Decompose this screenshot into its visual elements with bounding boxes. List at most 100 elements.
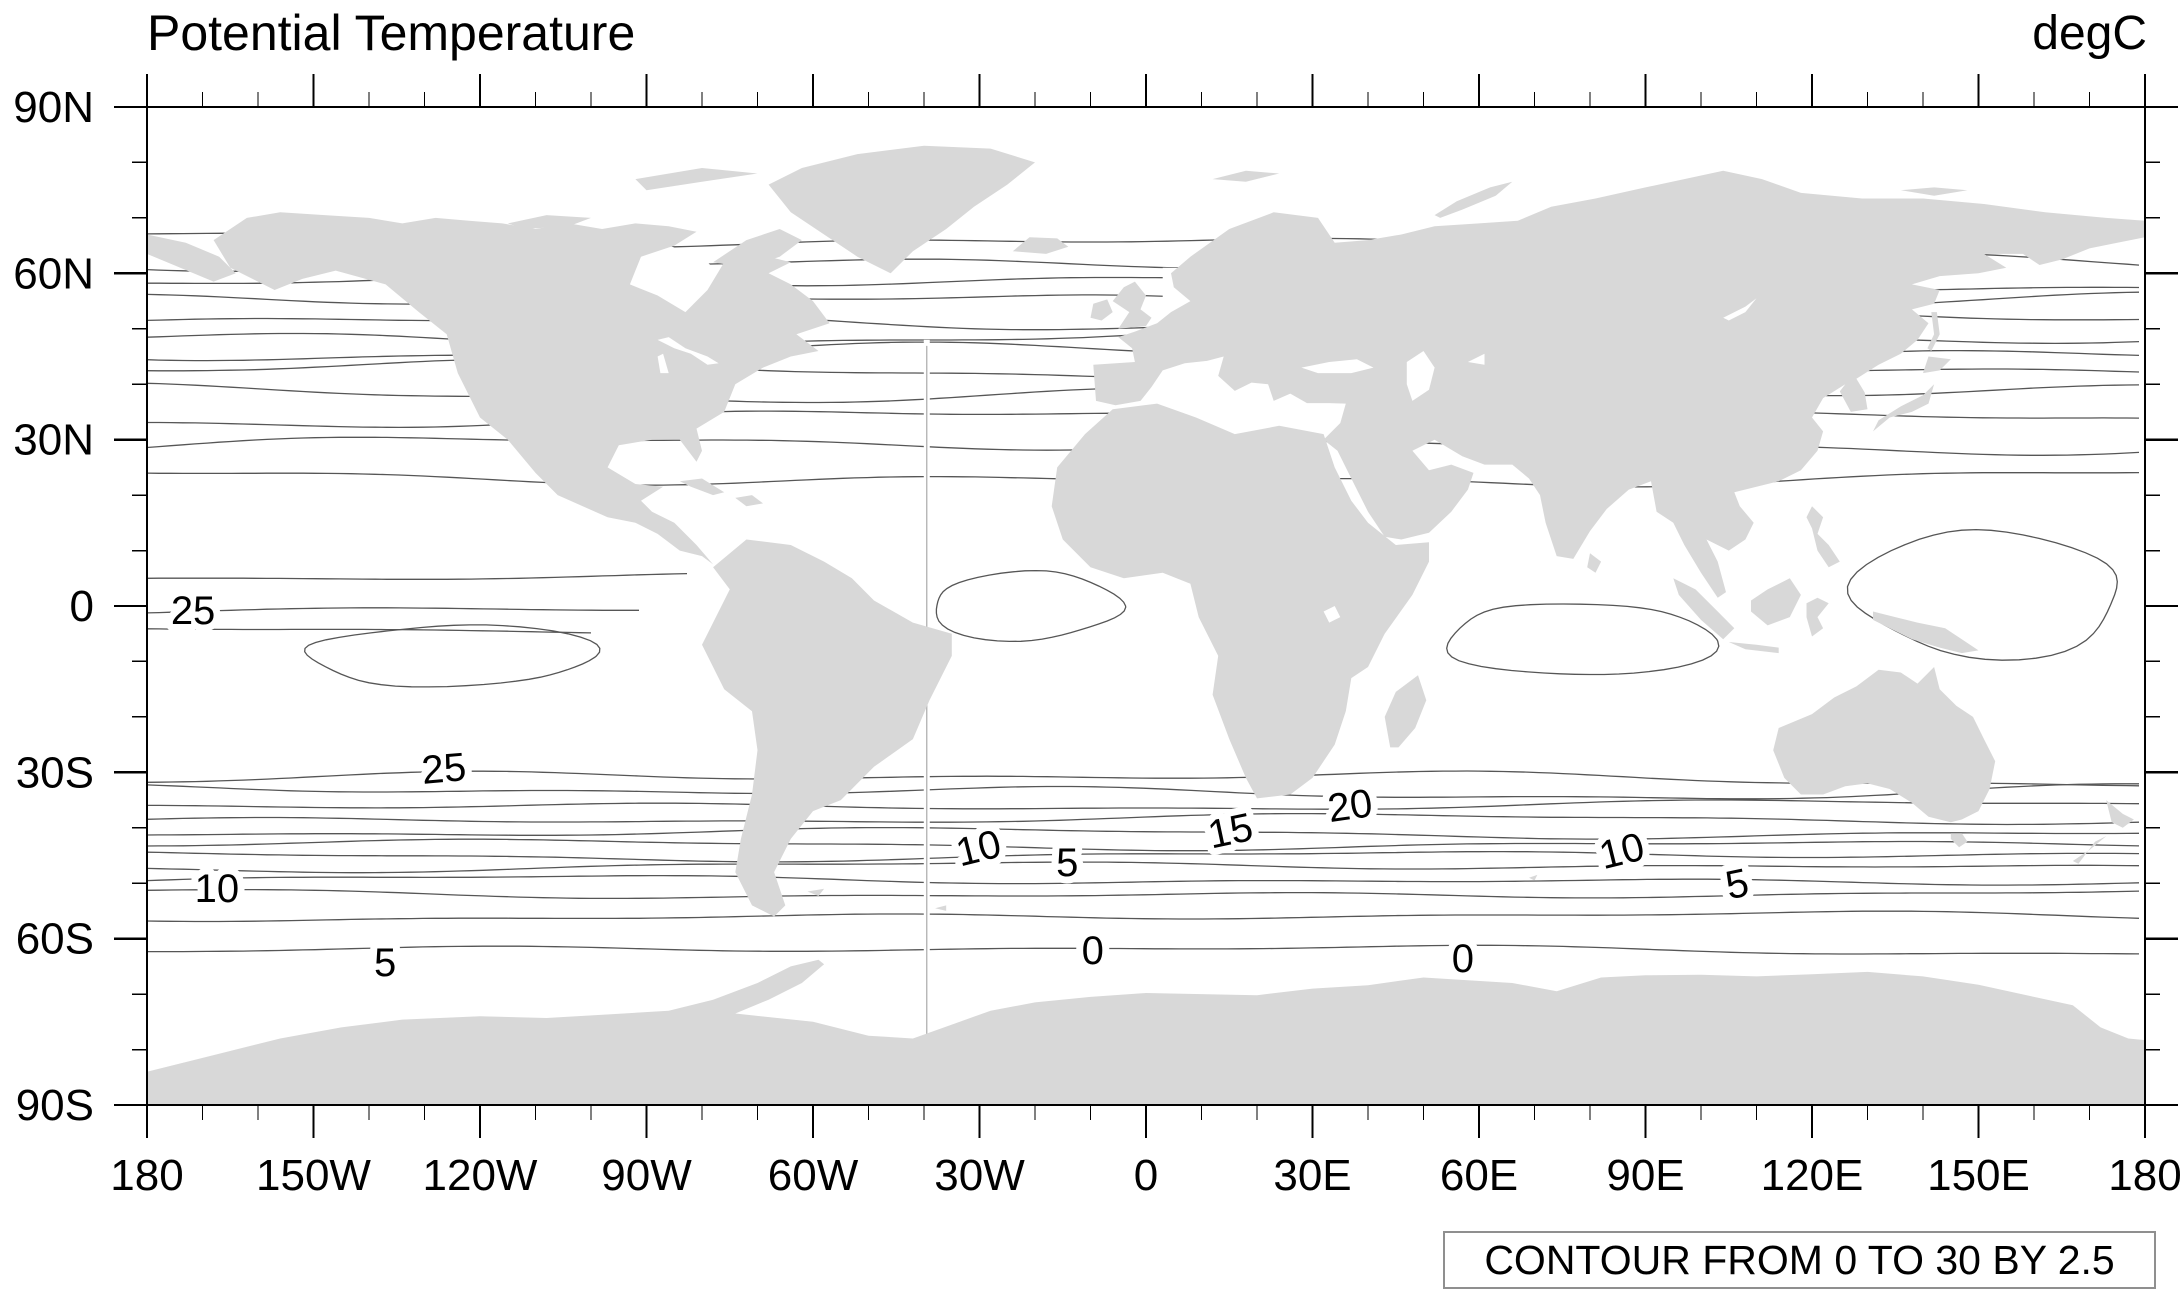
land-java bbox=[1728, 642, 1779, 654]
land-cuba bbox=[679, 478, 725, 496]
x-axis-label: 90W bbox=[601, 1151, 692, 1200]
contour-line bbox=[146, 850, 2140, 863]
contour-line bbox=[146, 572, 688, 580]
land-north_america bbox=[213, 212, 830, 565]
lake-great_lakes bbox=[657, 337, 719, 365]
land-falklands bbox=[807, 888, 825, 896]
contour-line bbox=[147, 799, 2140, 810]
land-kerguelen bbox=[1529, 874, 1538, 881]
land-iceland bbox=[1012, 237, 1069, 254]
contour-label: 20 bbox=[1325, 781, 1375, 831]
x-axis-label: 30W bbox=[934, 1151, 1025, 1200]
contour-line bbox=[147, 944, 2140, 955]
land-australia bbox=[1773, 667, 1996, 823]
land-eurasia bbox=[1093, 170, 2145, 598]
contour-line bbox=[146, 888, 2140, 900]
land-south_america bbox=[702, 539, 952, 917]
land-chukotka_west bbox=[147, 234, 236, 282]
lake-caspian bbox=[1406, 351, 1435, 401]
land-new_guinea bbox=[1873, 611, 1979, 654]
land-ireland bbox=[1090, 299, 1113, 321]
contour-loop bbox=[935, 569, 1127, 643]
land-novaya_zemlya bbox=[1434, 181, 1513, 218]
contour-loop bbox=[1446, 603, 1720, 676]
x-axis-label: 60E bbox=[1440, 1151, 1518, 1200]
y-axis-label: 30S bbox=[16, 748, 94, 797]
land-ellesmere bbox=[635, 168, 758, 191]
contour-label: 0 bbox=[1082, 929, 1104, 973]
contour-line bbox=[146, 783, 2139, 800]
y-axis-label: 90N bbox=[13, 83, 94, 132]
land-sakhalin bbox=[1927, 312, 1940, 351]
contour-label: 25 bbox=[420, 745, 468, 793]
x-axis-label: 150E bbox=[1927, 1151, 2030, 1200]
contour-label: 10 bbox=[952, 822, 1006, 875]
contour-label: 10 bbox=[195, 867, 240, 911]
lake-black_sea bbox=[1301, 359, 1374, 374]
land-new_siberian bbox=[1900, 187, 1968, 196]
y-axis-label: 60S bbox=[16, 915, 94, 964]
y-axis-label: 30N bbox=[13, 416, 94, 465]
lake-aral bbox=[1467, 353, 1485, 365]
x-axis-label: 0 bbox=[1134, 1151, 1158, 1200]
land-madagascar bbox=[1384, 675, 1427, 748]
land-victoria_island bbox=[507, 215, 591, 229]
contour-line bbox=[146, 838, 2140, 852]
y-axis-labels: 90N 60N 30N 0 30S 60S 90S bbox=[13, 83, 94, 1130]
land-honshu bbox=[1873, 384, 1935, 432]
lake-baikal bbox=[1723, 298, 1757, 321]
land-sri_lanka bbox=[1587, 553, 1602, 573]
land-antarctica bbox=[147, 959, 2145, 1105]
contour-line bbox=[146, 812, 2140, 826]
lakes-layer bbox=[657, 298, 1757, 623]
land-sulawesi bbox=[1806, 597, 1829, 637]
lake-lake_victoria bbox=[1323, 606, 1341, 623]
land-africa bbox=[1051, 403, 1429, 799]
x-axis-label: 150W bbox=[256, 1151, 371, 1200]
land-baffin bbox=[713, 229, 802, 268]
land-south_georgia bbox=[935, 905, 947, 911]
contour-info-text: CONTOUR FROM 0 TO 30 BY 2.5 bbox=[1484, 1236, 2115, 1283]
land-sumatra bbox=[1673, 578, 1735, 640]
contour-line bbox=[146, 826, 2140, 840]
x-axis-label: 180 bbox=[110, 1151, 183, 1200]
contour-line bbox=[146, 628, 592, 634]
x-axis-labels: 180 150W 120W 90W 60W 30W 0 30E 60E 90E 120E 150E 18… bbox=[110, 1151, 2181, 1200]
lake-lake_michigan bbox=[657, 353, 669, 374]
land-borneo bbox=[1751, 578, 1801, 626]
land-hokkaido bbox=[1923, 356, 1951, 374]
contour-loop bbox=[1846, 528, 2118, 661]
contour-line bbox=[146, 910, 2140, 923]
contour-label: 5 bbox=[1722, 861, 1753, 909]
contour-label: 25 bbox=[171, 589, 216, 633]
contour-loop bbox=[304, 624, 601, 688]
units-label: degC bbox=[2032, 7, 2147, 60]
plot-title: Potential Temperature bbox=[147, 5, 636, 61]
x-axis-label: 30E bbox=[1273, 1151, 1351, 1200]
x-axis-label: 90E bbox=[1606, 1151, 1684, 1200]
x-axis-label: 60W bbox=[768, 1151, 859, 1200]
land-nz_south bbox=[2072, 836, 2107, 864]
land-nz_north bbox=[2106, 800, 2134, 828]
contour-label: 15 bbox=[1204, 805, 1257, 857]
contour-line bbox=[146, 874, 2140, 886]
land-hispaniola bbox=[735, 495, 763, 507]
contour-line bbox=[146, 607, 639, 614]
x-axis-label: 120W bbox=[423, 1151, 538, 1200]
land-greenland bbox=[768, 145, 1035, 274]
y-axis-label: 60N bbox=[13, 249, 94, 298]
contour-label: 5 bbox=[374, 941, 396, 985]
y-axis-label: 90S bbox=[16, 1081, 94, 1130]
y-axis-label: 0 bbox=[70, 582, 94, 631]
axis-ticks bbox=[114, 74, 2178, 1138]
x-axis-label: 180 bbox=[2108, 1151, 2181, 1200]
land-layer bbox=[147, 145, 2145, 1105]
contour-info-box: CONTOUR FROM 0 TO 30 BY 2.5 bbox=[1443, 1231, 2156, 1289]
contour-label: 0 bbox=[1452, 937, 1474, 981]
land-svalbard bbox=[1212, 170, 1280, 182]
contour-line bbox=[146, 861, 2140, 874]
land-britain bbox=[1112, 281, 1152, 329]
land-tasmania bbox=[1950, 833, 1968, 848]
